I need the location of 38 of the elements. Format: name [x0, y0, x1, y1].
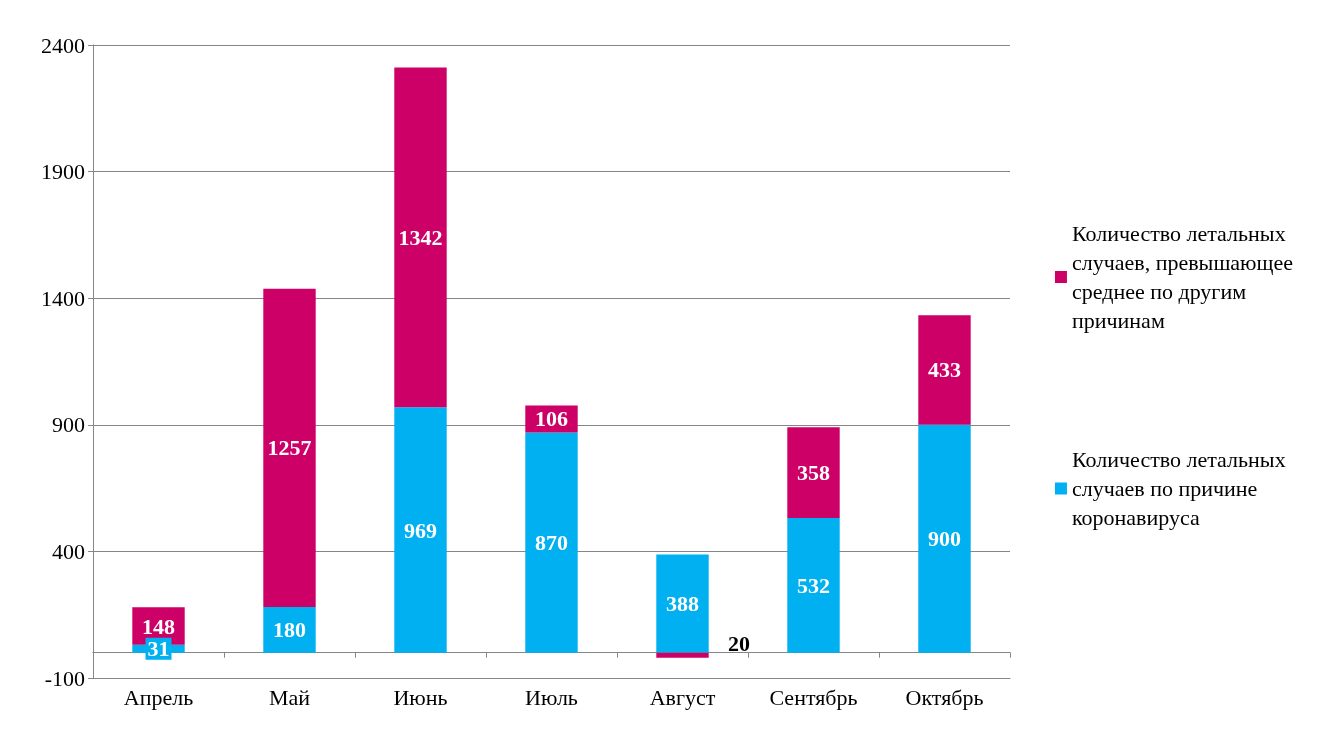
- data-label: 106: [535, 406, 568, 432]
- bar: [656, 652, 709, 658]
- y-tick-label: 400: [52, 538, 85, 564]
- data-label: 870: [535, 530, 568, 556]
- bar: [787, 517, 840, 653]
- data-label: 388: [666, 591, 699, 617]
- x-tick-label: Июнь: [393, 684, 448, 710]
- y-tick-label: 900: [52, 412, 85, 438]
- bar: [394, 67, 447, 408]
- y-tick-label: -100: [44, 665, 85, 691]
- x-tick-label: Сентябрь: [769, 684, 858, 710]
- data-label: 532: [797, 572, 830, 598]
- legend-label: Количество летальных случаев, превышающее среднее по другим причинам: [1071, 221, 1293, 333]
- annotation: 20: [728, 631, 750, 657]
- x-tick-label: Октябрь: [905, 684, 984, 710]
- data-label: 433: [928, 357, 961, 383]
- data-label: 180: [273, 617, 306, 643]
- data-label: 1342: [398, 224, 443, 250]
- y-tick-label: 1900: [41, 159, 85, 185]
- data-label: 900: [928, 526, 961, 552]
- x-tick-label: Июль: [525, 684, 578, 710]
- y-tick-label: 1400: [41, 285, 85, 311]
- data-label: 148: [142, 613, 175, 639]
- x-tick-label: Август: [649, 684, 716, 710]
- bar: [918, 315, 971, 425]
- bar: [525, 432, 578, 653]
- bar: [656, 554, 709, 653]
- x-tick-label: Май: [268, 684, 311, 710]
- x-tick-label: Апрель: [123, 684, 194, 710]
- bar: [918, 424, 971, 653]
- data-label: 358: [797, 460, 830, 486]
- data-label: 1257: [267, 435, 312, 461]
- legend-label: Количество летальных случаев по причине коронавируса: [1071, 447, 1286, 530]
- data-label: 31: [147, 636, 170, 662]
- data-label: 969: [404, 517, 437, 543]
- bar: [394, 407, 447, 653]
- bar: [263, 288, 316, 608]
- y-tick-label: 2400: [41, 32, 85, 58]
